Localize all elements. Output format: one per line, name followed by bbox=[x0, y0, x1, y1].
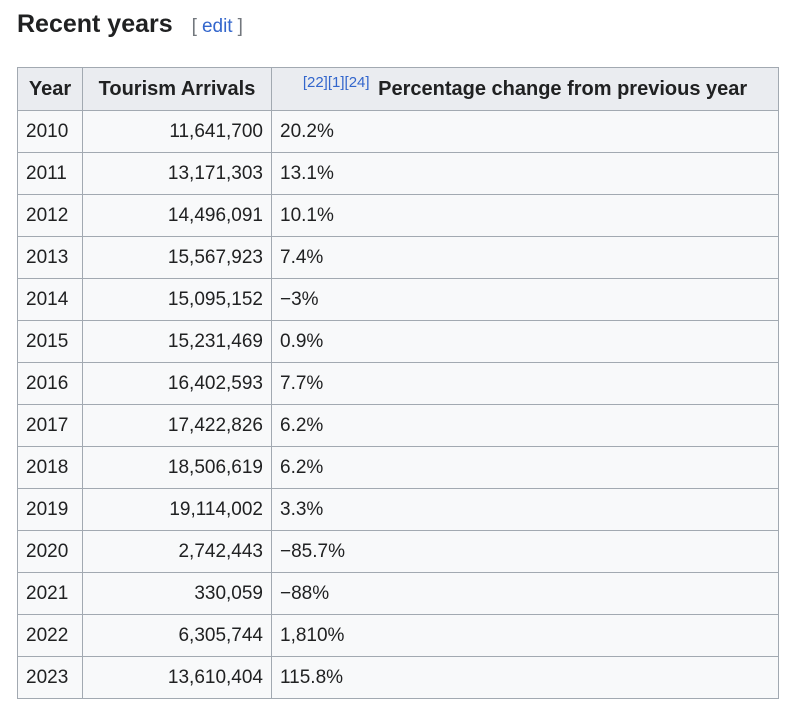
table-row: 2023 13,610,404 115.8% bbox=[17, 656, 779, 699]
year-cell: 2021 bbox=[17, 572, 83, 615]
table-row: 2015 15,231,469 0.9% bbox=[17, 320, 779, 363]
table-row: 2018 18,506,619 6.2% bbox=[17, 446, 779, 489]
arrivals-cell: 16,402,593 bbox=[82, 362, 272, 405]
year-cell: 2016 bbox=[17, 362, 83, 405]
percentage-change-cell: 7.4% bbox=[271, 236, 779, 279]
year-cell: 2014 bbox=[17, 278, 83, 321]
percentage-change-cell: 20.2% bbox=[271, 110, 779, 153]
year-cell: 2020 bbox=[17, 530, 83, 573]
table-row: 2014 15,095,152 −3% bbox=[17, 278, 779, 321]
year-cell: 2019 bbox=[17, 488, 83, 531]
table-row: 2012 14,496,091 10.1% bbox=[17, 194, 779, 237]
table-row: 2010 11,641,700 20.2% bbox=[17, 110, 779, 153]
table-row: 2022 6,305,744 1,810% bbox=[17, 614, 779, 657]
arrivals-cell: 15,095,152 bbox=[82, 278, 272, 321]
percentage-change-cell: 3.3% bbox=[271, 488, 779, 531]
column-header-arrivals: Tourism Arrivals bbox=[82, 67, 272, 111]
edit-link[interactable]: edit bbox=[201, 16, 233, 37]
year-cell: 2015 bbox=[17, 320, 83, 363]
arrivals-cell: 17,422,826 bbox=[82, 404, 272, 447]
table-row: 2020 2,742,443 −85.7% bbox=[17, 530, 779, 573]
reference-links: [22][1][24] bbox=[303, 74, 370, 91]
arrivals-cell: 11,641,700 bbox=[82, 110, 272, 153]
percentage-change-cell: 10.1% bbox=[271, 194, 779, 237]
table-row: 2019 19,114,002 3.3% bbox=[17, 488, 779, 531]
section-title: Recent years bbox=[17, 10, 173, 38]
percentage-change-cell: 6.2% bbox=[271, 446, 779, 489]
arrivals-cell: 14,496,091 bbox=[82, 194, 272, 237]
year-cell: 2022 bbox=[17, 614, 83, 657]
year-cell: 2018 bbox=[17, 446, 83, 489]
edit-open-bracket: [ bbox=[191, 16, 197, 37]
tourism-table: Year Tourism Arrivals [22][1][24] Percen… bbox=[17, 67, 779, 699]
arrivals-cell: 330,059 bbox=[82, 572, 272, 615]
arrivals-cell: 15,231,469 bbox=[82, 320, 272, 363]
reference-link[interactable]: [22] bbox=[302, 73, 328, 91]
percentage-change-cell: −85.7% bbox=[271, 530, 779, 573]
year-cell: 2017 bbox=[17, 404, 83, 447]
table-row: 2013 15,567,923 7.4% bbox=[17, 236, 779, 279]
table-body: 2010 11,641,700 20.2% 2011 13,171,303 13.1% 20… bbox=[17, 110, 779, 699]
table-row: 2021 330,059 −88% bbox=[17, 572, 779, 615]
edit-close-bracket: ] bbox=[237, 16, 243, 37]
table-row: 2011 13,171,303 13.1% bbox=[17, 152, 779, 195]
table-row: 2017 17,422,826 6.2% bbox=[17, 404, 779, 447]
percentage-change-cell: 13.1% bbox=[271, 152, 779, 195]
reference-link[interactable]: [1] bbox=[327, 73, 345, 91]
year-cell: 2013 bbox=[17, 236, 83, 279]
percentage-change-cell: 6.2% bbox=[271, 404, 779, 447]
year-cell: 2023 bbox=[17, 656, 83, 699]
table-row: 2016 16,402,593 7.7% bbox=[17, 362, 779, 405]
column-header-percentage: [22][1][24] Percentage change from previ… bbox=[271, 67, 779, 111]
arrivals-cell: 19,114,002 bbox=[82, 488, 272, 531]
percentage-change-cell: 7.7% bbox=[271, 362, 779, 405]
percentage-change-cell: 115.8% bbox=[271, 656, 779, 699]
year-cell: 2012 bbox=[17, 194, 83, 237]
table-header-row: Year Tourism Arrivals [22][1][24] Percen… bbox=[17, 67, 779, 111]
arrivals-cell: 15,567,923 bbox=[82, 236, 272, 279]
reference-link[interactable]: [24] bbox=[344, 73, 370, 91]
column-header-percentage-label: Percentage change from previous year bbox=[378, 77, 748, 100]
arrivals-cell: 18,506,619 bbox=[82, 446, 272, 489]
percentage-change-cell: −88% bbox=[271, 572, 779, 615]
section-heading: Recent years [edit] bbox=[17, 10, 243, 39]
arrivals-cell: 2,742,443 bbox=[82, 530, 272, 573]
arrivals-cell: 13,171,303 bbox=[82, 152, 272, 195]
percentage-change-cell: −3% bbox=[271, 278, 779, 321]
percentage-change-cell: 1,810% bbox=[271, 614, 779, 657]
edit-section: [edit] bbox=[192, 16, 243, 38]
year-cell: 2011 bbox=[17, 152, 83, 195]
arrivals-cell: 6,305,744 bbox=[82, 614, 272, 657]
column-header-year: Year bbox=[17, 67, 83, 111]
arrivals-cell: 13,610,404 bbox=[82, 656, 272, 699]
year-cell: 2010 bbox=[17, 110, 83, 153]
percentage-change-cell: 0.9% bbox=[271, 320, 779, 363]
